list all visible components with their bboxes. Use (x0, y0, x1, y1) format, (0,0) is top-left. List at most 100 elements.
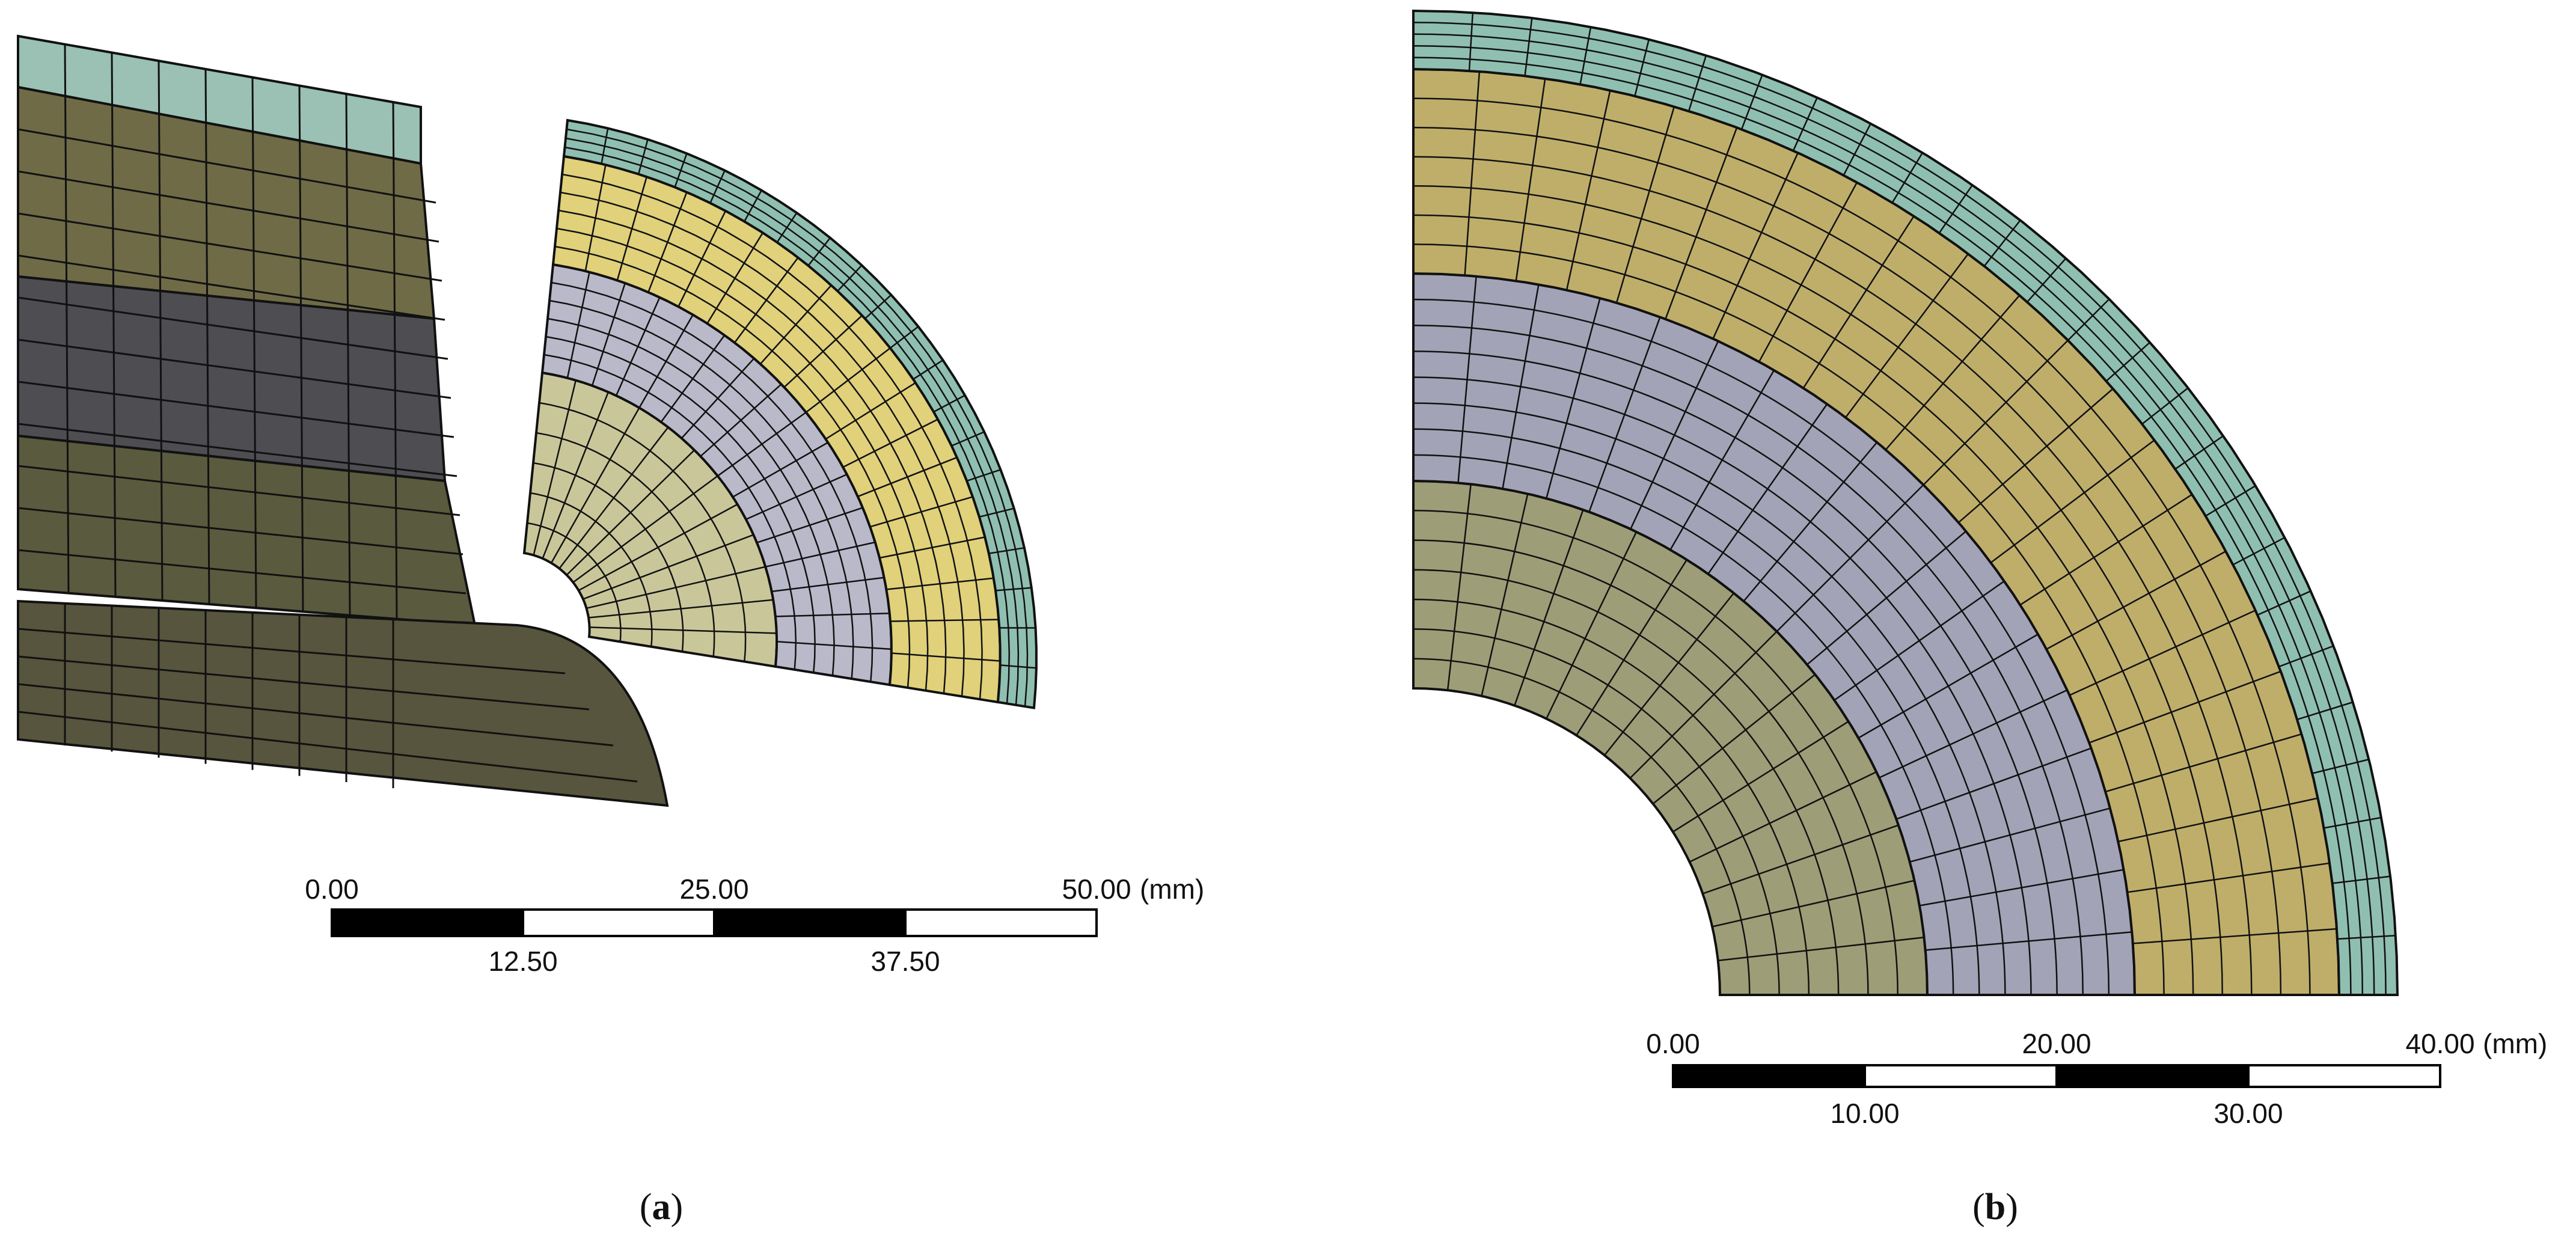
mesh-spoke-line (2332, 875, 2391, 884)
mesh-spoke-line (2296, 701, 2354, 720)
end-spoke-line (566, 449, 695, 576)
end-spoke-line (637, 139, 649, 174)
end-spoke-line (616, 176, 647, 281)
end-spoke-line (566, 272, 590, 379)
panel-b-scale-bar: 0.00 20.00 40.00 (mm) 10.00 30.00 (1646, 1028, 2547, 1129)
end-spoke-line (759, 284, 832, 365)
tube-mesh-line (17, 655, 590, 711)
end-spoke-line (891, 652, 1000, 662)
mesh-spoke-line (1579, 26, 1592, 85)
side-mesh-line (17, 128, 436, 204)
mesh-spoke-line (1879, 689, 2068, 778)
end-spoke-line (591, 283, 626, 386)
end-spoke-line (807, 237, 831, 266)
mesh-spoke-line (1669, 370, 1775, 551)
end-spoke-line (572, 475, 718, 583)
scale-bar-seg-1 (331, 908, 524, 937)
mesh-spoke-line (1565, 90, 1611, 290)
end-spoke-line (660, 334, 726, 423)
caption-letter: a (652, 1187, 671, 1228)
mesh-spoke-line (2233, 537, 2286, 566)
panel-b-2d-quarter-mesh (1412, 9, 2399, 996)
end-spoke-line (806, 347, 891, 413)
side-mesh-line (158, 61, 164, 601)
panel-a-scale-bar: 0.00 25.00 50.00 (mm) 12.50 37.50 (305, 873, 1204, 977)
scale-label-q1: 10.00 (1830, 1098, 1899, 1129)
end-spoke-line (732, 441, 828, 498)
end-spoke-line (578, 503, 738, 592)
scale-bar-seg-3 (713, 908, 907, 937)
end-spoke-line (601, 128, 609, 164)
mesh-spoke-line (1546, 298, 1601, 499)
mesh-spoke-line (1776, 484, 1924, 632)
side-mesh-line (17, 423, 457, 477)
side-mesh-line (392, 102, 398, 619)
caption-open-paren: ( (640, 1187, 652, 1228)
scale-label-max: 40.00 (2405, 1028, 2474, 1059)
end-spoke-line (776, 641, 892, 650)
side-mesh-line (17, 254, 445, 321)
mesh-spoke-line (2337, 934, 2396, 940)
end-spoke-line (1000, 664, 1037, 669)
end-spoke-line (996, 587, 1032, 592)
side-mesh-line (345, 94, 351, 616)
mesh-spoke-line (1604, 592, 1735, 756)
mesh-spoke-line (2105, 341, 2151, 382)
mesh-spoke-line (1707, 403, 1828, 575)
end-spoke-line (674, 153, 688, 188)
side-mesh-line (204, 69, 210, 605)
mesh-layer-4 (1412, 9, 2399, 996)
end-spoke-line (951, 431, 985, 447)
mesh-spoke-line (1515, 78, 1546, 281)
mesh-spoke-line (1672, 721, 1849, 833)
scale-label-max: 50.00 (1062, 873, 1131, 905)
end-spoke-line (842, 418, 938, 468)
side-mesh-line (17, 465, 460, 516)
end-spoke-line (678, 210, 727, 307)
side-mesh-line (64, 44, 70, 593)
mesh-spoke-line (2069, 610, 2256, 696)
end-spoke-line (890, 619, 999, 622)
mesh-spoke-line (1652, 673, 1816, 804)
mesh-spoke-line (1615, 106, 1675, 303)
mesh-spoke-line (1925, 931, 2132, 951)
end-spoke-line (837, 265, 863, 292)
end-spoke-line (756, 507, 863, 543)
end-spoke-line (542, 391, 610, 559)
end-spoke-line (647, 192, 688, 293)
mesh-spoke-line (1895, 747, 2092, 820)
mesh-spoke-line (1464, 71, 1481, 276)
mesh-spoke-line (2257, 590, 2311, 616)
end-spoke-line (966, 469, 1001, 482)
scale-label-q3: 37.50 (870, 946, 940, 977)
end-spoke-line (913, 359, 944, 380)
end-spoke-line (988, 547, 1025, 554)
mesh-spoke-line (1634, 39, 1650, 97)
mesh-spoke-line (1958, 388, 2114, 524)
end-spoke-line (550, 407, 640, 564)
mesh-spoke-line (2132, 928, 2337, 944)
end-spoke-line (783, 314, 863, 388)
end-spoke-line (765, 541, 876, 568)
end-spoke-line (745, 473, 848, 521)
end-spoke-line (589, 626, 777, 634)
end-spoke-line (681, 358, 755, 439)
inner-tube-face (17, 599, 669, 807)
mesh-spoke-line (1758, 182, 1858, 362)
mesh-spoke-line (2141, 387, 2189, 425)
mesh-spoke-line (2311, 758, 2369, 774)
mesh-spoke-line (2027, 257, 2067, 303)
side-mesh-line (17, 296, 448, 360)
mesh-spoke-line (1481, 494, 1529, 697)
mesh-spoke-line (1740, 74, 1763, 130)
mesh-spoke-line (1718, 937, 1924, 962)
tube-mesh-line (17, 683, 614, 747)
mesh-spoke-line (1629, 631, 1778, 779)
mesh-spoke-line (2118, 797, 2319, 843)
mesh-spoke-line (2278, 645, 2334, 668)
mesh-spoke-line (2324, 816, 2382, 829)
mesh-spoke-line (1630, 340, 1719, 530)
mesh-spoke-line (1923, 340, 2069, 486)
scale-label-0: 0.00 (1646, 1028, 1700, 1059)
